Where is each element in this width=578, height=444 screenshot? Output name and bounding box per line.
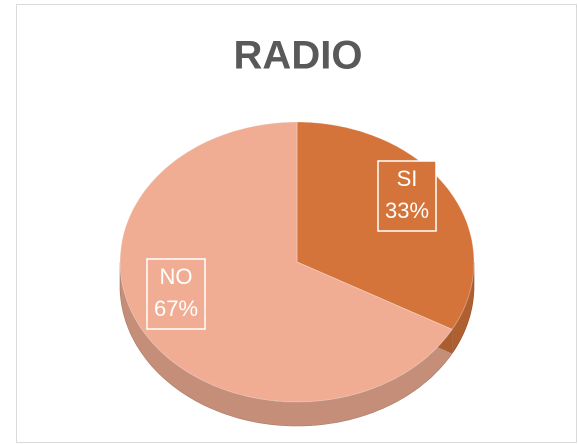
pie-slice — [119, 121, 453, 403]
chart-title: RADIO — [234, 34, 363, 78]
data-label-box — [146, 258, 206, 330]
data-label-value: 67% — [154, 296, 198, 321]
data-label-value: 33% — [385, 198, 429, 223]
data-label-category: NO — [160, 264, 193, 289]
data-label-category: SI — [397, 166, 418, 191]
data-label-box — [377, 160, 437, 232]
